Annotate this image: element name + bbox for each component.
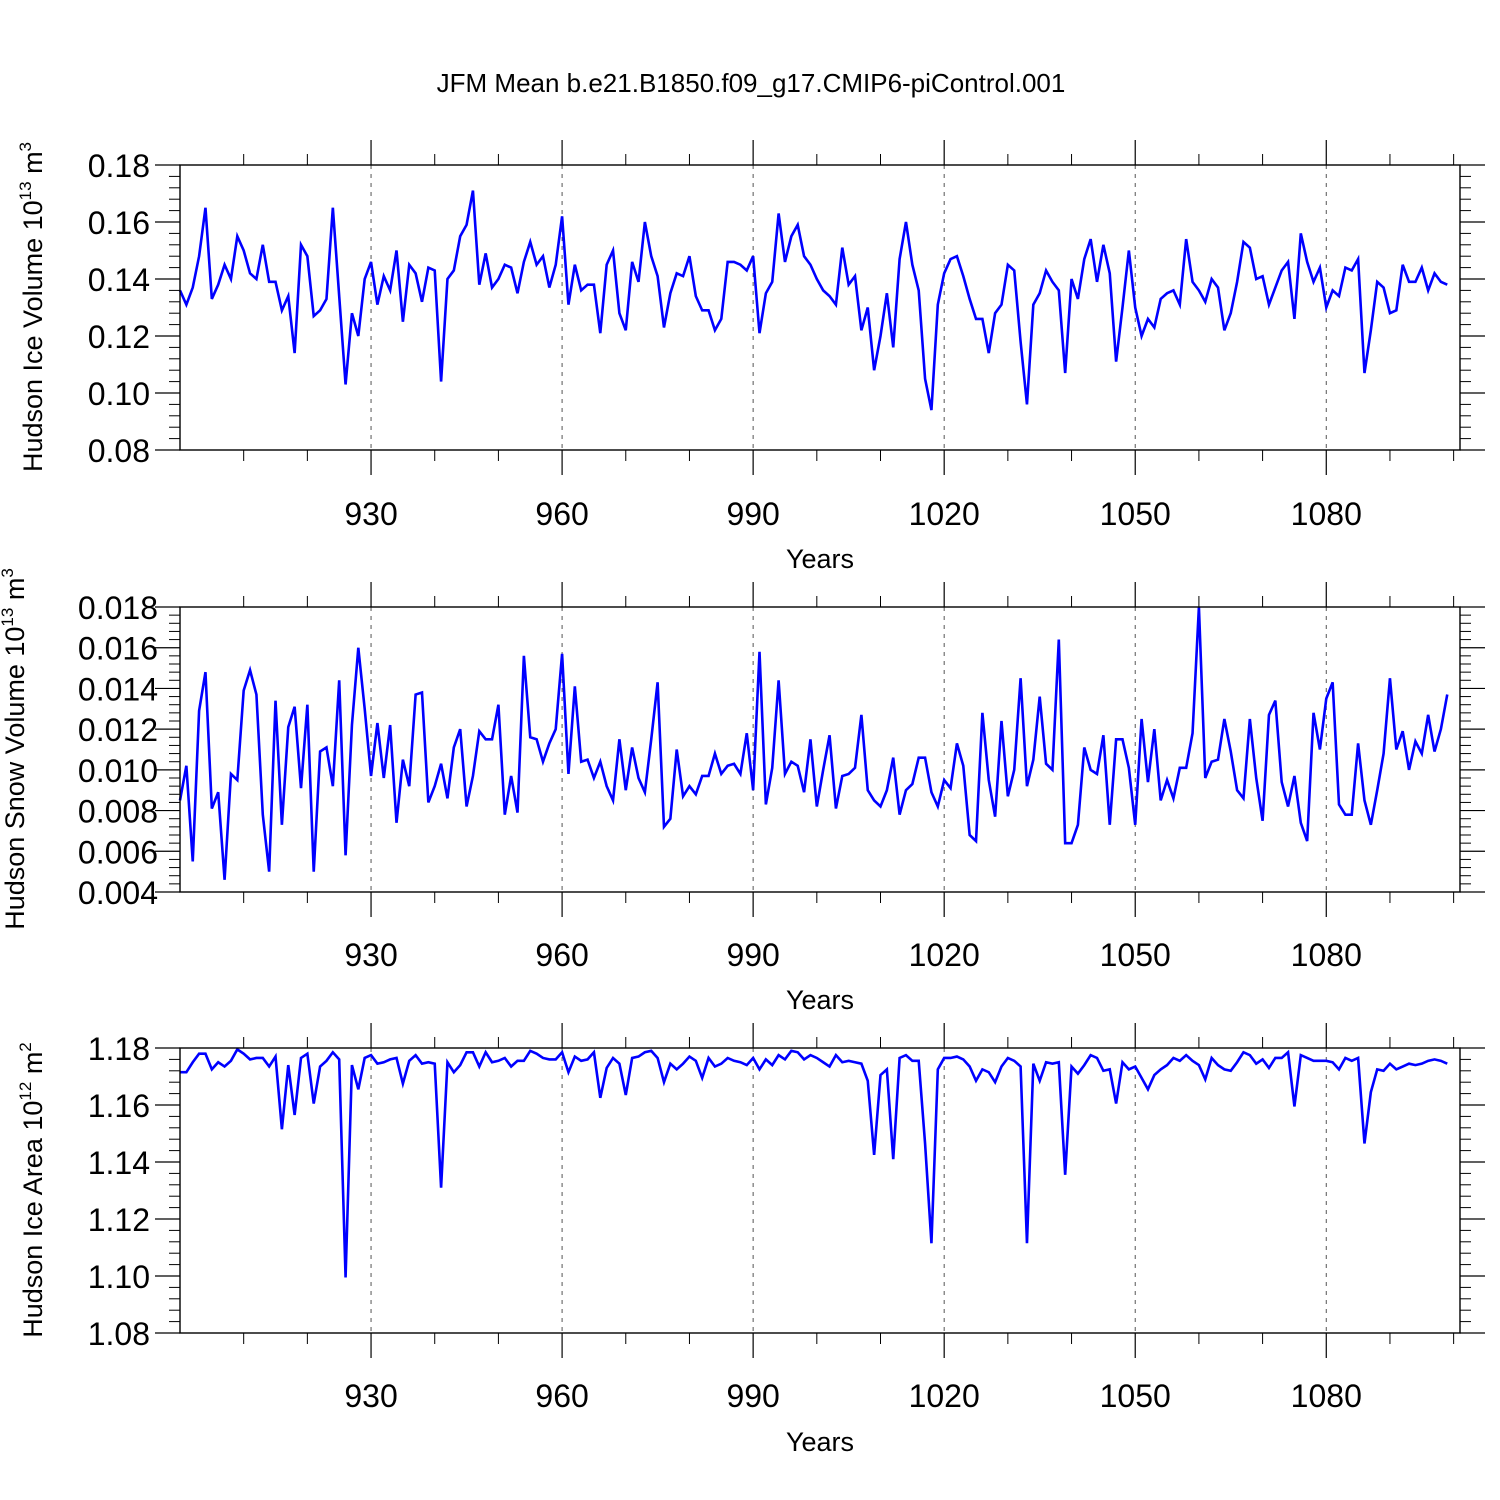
plot-frame xyxy=(179,164,1461,451)
y-axis-title-text: Hudson Snow Volume 10 xyxy=(0,627,30,930)
panel-2: 0.004 0.006 0.008 0.010 0.012 0.014 0.016 0.018… xyxy=(0,568,1485,1015)
y-tick-label: 1.08 xyxy=(88,1316,150,1352)
y-axis-title-unit-exponent: 3 xyxy=(16,142,35,151)
x-tick-label: 1050 xyxy=(1100,496,1171,532)
y-axis-title: Hudson Ice Area 1012 m2 xyxy=(16,1042,48,1338)
y-tick-label: 0.16 xyxy=(88,205,150,241)
x-tick-label: 990 xyxy=(726,1378,779,1414)
y-axis-title-exponent: 13 xyxy=(16,181,35,200)
x-tick-label: 930 xyxy=(344,1378,397,1414)
y-tick-label: 0.14 xyxy=(88,262,150,298)
y-tick-label: 0.018 xyxy=(78,590,158,626)
y-tick-label: 0.12 xyxy=(88,319,150,355)
y-tick-label: 0.08 xyxy=(88,433,150,469)
figure-title: JFM Mean b.e21.B1850.f09_g17.CMIP6-piCon… xyxy=(437,68,1066,98)
x-tick-label: 1080 xyxy=(1291,1378,1362,1414)
x-tick-label: 1080 xyxy=(1291,496,1362,532)
plot-frame xyxy=(179,606,1461,893)
x-tick-label: 1080 xyxy=(1291,937,1362,973)
x-tick-label: 990 xyxy=(726,937,779,973)
series-line xyxy=(178,606,1449,880)
x-tick-label: 960 xyxy=(535,1378,588,1414)
x-tick-label: 1050 xyxy=(1100,937,1171,973)
series-line xyxy=(180,1047,1448,1278)
y-axis-title-exponent: 12 xyxy=(16,1082,35,1101)
x-tick-label: 930 xyxy=(344,496,397,532)
x-axis-title: Years xyxy=(786,544,854,574)
y-tick-label: 1.14 xyxy=(88,1145,150,1181)
y-axis-title-exponent: 13 xyxy=(0,608,17,627)
y-axis-title-unit-exponent: 3 xyxy=(0,568,17,577)
x-tick-label: 1050 xyxy=(1100,1378,1171,1414)
plot-frame xyxy=(179,1047,1461,1334)
y-axis-title-unit: m xyxy=(18,1052,48,1082)
y-tick-label: 0.004 xyxy=(78,875,158,911)
y-tick-label: 0.008 xyxy=(78,794,158,830)
y-tick-label: 0.016 xyxy=(78,631,158,667)
y-tick-label: 1.12 xyxy=(88,1202,150,1238)
y-tick-label: 1.10 xyxy=(88,1259,150,1295)
series-line xyxy=(178,190,1448,411)
x-axis-title: Years xyxy=(786,985,854,1015)
x-tick-label: 930 xyxy=(344,937,397,973)
panel-1: 0.08 0.10 0.12 0.14 0.16 0.18 930 960 990 1020 105… xyxy=(16,140,1485,574)
y-tick-label: 0.010 xyxy=(78,753,158,789)
y-axis-title: Hudson Snow Volume 1013 m3 xyxy=(0,568,30,930)
y-tick-label: 1.18 xyxy=(88,1031,150,1067)
x-tick-label: 1020 xyxy=(909,937,980,973)
y-tick-label: 0.10 xyxy=(88,376,150,412)
panel-3: 1.08 1.10 1.12 1.14 1.16 1.18 930 960 990 1020 105… xyxy=(16,1023,1485,1457)
y-axis-title-text: Hudson Ice Area 10 xyxy=(18,1101,48,1338)
x-axis-title: Years xyxy=(786,1427,854,1457)
x-tick-label: 960 xyxy=(535,937,588,973)
y-tick-label: 0.012 xyxy=(78,712,158,748)
x-tick-label: 990 xyxy=(726,496,779,532)
y-tick-label: 1.16 xyxy=(88,1088,150,1124)
y-axis-title-unit: m xyxy=(0,578,30,608)
y-tick-label: 0.014 xyxy=(78,671,158,707)
y-tick-label: 0.18 xyxy=(88,148,150,184)
y-tick-label: 0.006 xyxy=(78,834,158,870)
x-tick-label: 1020 xyxy=(909,496,980,532)
y-axis-title: Hudson Ice Volume 1013 m3 xyxy=(16,142,48,472)
y-axis-title-unit: m xyxy=(18,151,48,181)
x-tick-label: 960 xyxy=(535,496,588,532)
y-axis-title-unit-exponent: 2 xyxy=(16,1042,35,1051)
y-axis-title-text: Hudson Ice Volume 10 xyxy=(18,200,48,472)
x-tick-label: 1020 xyxy=(909,1378,980,1414)
